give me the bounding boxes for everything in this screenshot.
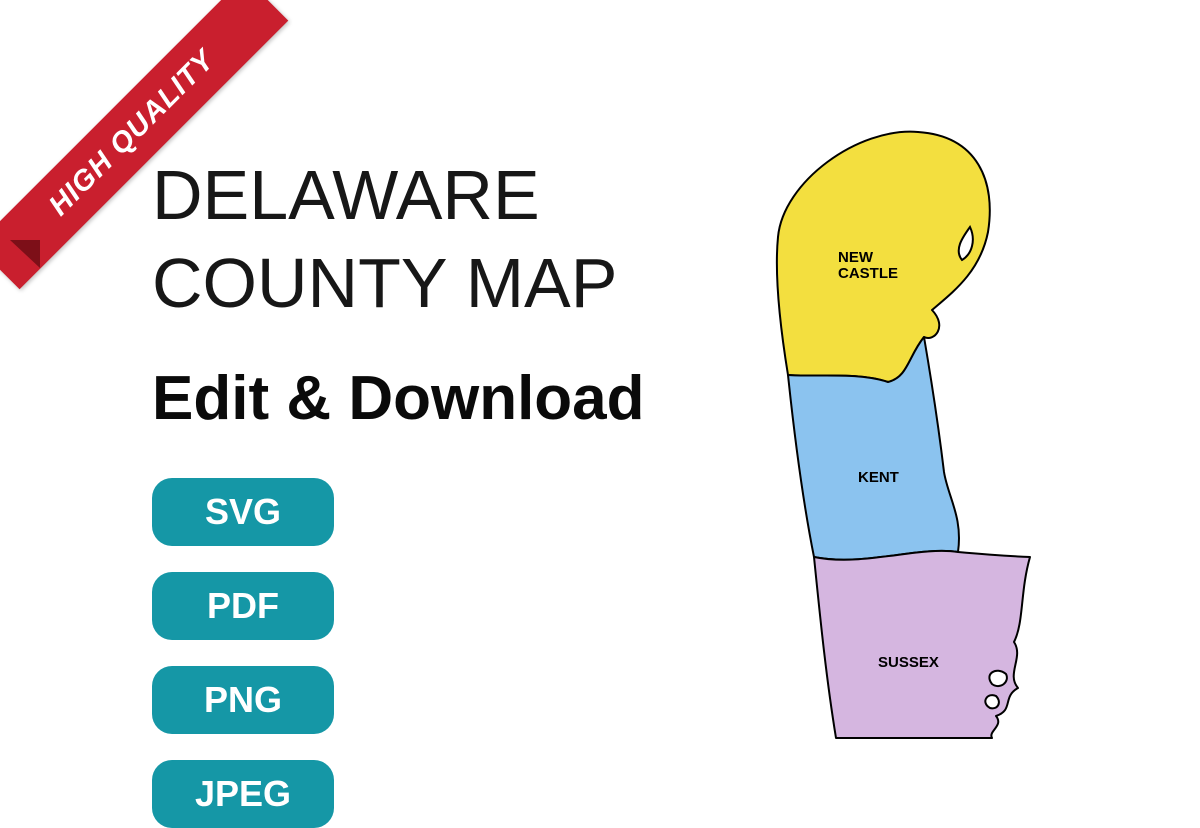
product-card: HIGH QUALITY DELAWARE COUNTY MAP Edit & … [40,40,1160,760]
format-badge-png[interactable]: PNG [152,666,334,734]
ribbon-fold [10,240,40,268]
county-new-castle [777,132,990,382]
subtitle: Edit & Download [152,363,772,434]
text-column: DELAWARE COUNTY MAP Edit & Download SVG P… [152,152,772,828]
format-badge-svg[interactable]: SVG [152,478,334,546]
county-label-kent: KENT [858,469,899,486]
water-inlet [989,671,1007,686]
county-sussex [814,551,1030,738]
water-inlet [985,695,999,708]
format-badge-pdf[interactable]: PDF [152,572,334,640]
delaware-map: NEWCASTLEKENTSUSSEX [748,122,1068,742]
map-svg: NEWCASTLEKENTSUSSEX [748,122,1068,742]
county-label-sussex: SUSSEX [878,654,939,671]
format-badge-jpeg[interactable]: JPEG [152,760,334,828]
format-badge-list: SVG PDF PNG JPEG [152,478,512,828]
title-line-1: DELAWARE [152,152,772,240]
title-line-2: COUNTY MAP [152,240,772,328]
